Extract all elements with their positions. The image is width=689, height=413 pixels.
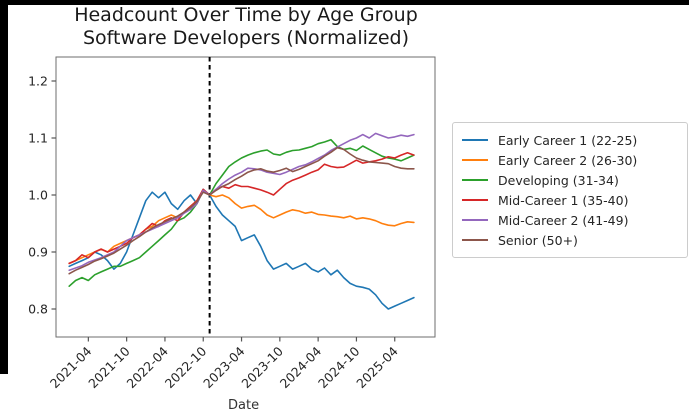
- legend-line-swatch-icon: [462, 179, 488, 181]
- legend-label: Mid-Career 1 (35-40): [498, 192, 629, 208]
- legend: Early Career 1 (22-25) Early Career 2 (2…: [452, 122, 688, 258]
- x-tick-label: 2025-04: [353, 343, 401, 391]
- series-line-early-career-2-26-30-: [68, 189, 415, 265]
- chart-subtitle: Software Developers (Normalized): [82, 27, 410, 49]
- legend-line-swatch-icon: [462, 239, 488, 241]
- legend-label: Developing (31-34): [498, 172, 619, 188]
- legend-item: Mid-Career 2 (41-49): [462, 210, 677, 230]
- legend-item: Early Career 1 (22-25): [462, 130, 677, 150]
- legend-item: Mid-Career 1 (35-40): [462, 190, 677, 210]
- legend-line-swatch-icon: [462, 159, 488, 161]
- legend-item: Developing (31-34): [462, 170, 677, 190]
- legend-label: Early Career 1 (22-25): [498, 132, 638, 148]
- chart-title: Headcount Over Time by Age Group: [74, 4, 418, 26]
- y-tick-label: 0.9: [28, 245, 48, 260]
- x-axis-label: Date: [228, 398, 260, 413]
- legend-line-swatch-icon: [462, 139, 488, 141]
- y-tick-label: 1.2: [28, 74, 48, 89]
- y-tick-label: 0.8: [28, 302, 48, 317]
- y-tick-label: 1.1: [28, 131, 48, 146]
- y-tick-label: 1.0: [28, 188, 48, 203]
- legend-label: Early Career 2 (26-30): [498, 152, 638, 168]
- series-line-developing-31-34-: [68, 138, 415, 288]
- legend-item: Senior (50+): [462, 230, 677, 250]
- legend-item: Early Career 2 (26-30): [462, 150, 677, 170]
- legend-label: Mid-Career 2 (41-49): [498, 212, 629, 228]
- legend-line-swatch-icon: [462, 219, 488, 221]
- series-line-early-career-1-22-25-: [68, 188, 415, 310]
- series-line-senior-50-: [68, 146, 415, 275]
- axes-box: [55, 56, 436, 338]
- legend-line-swatch-icon: [462, 199, 488, 201]
- legend-label: Senior (50+): [498, 232, 578, 248]
- letterbox-left-bar: [0, 0, 8, 374]
- letterbox-top-bar: [0, 0, 689, 5]
- series-line-mid-career-1-35-40-: [68, 152, 415, 265]
- series-line-mid-career-2-41-49-: [68, 132, 415, 272]
